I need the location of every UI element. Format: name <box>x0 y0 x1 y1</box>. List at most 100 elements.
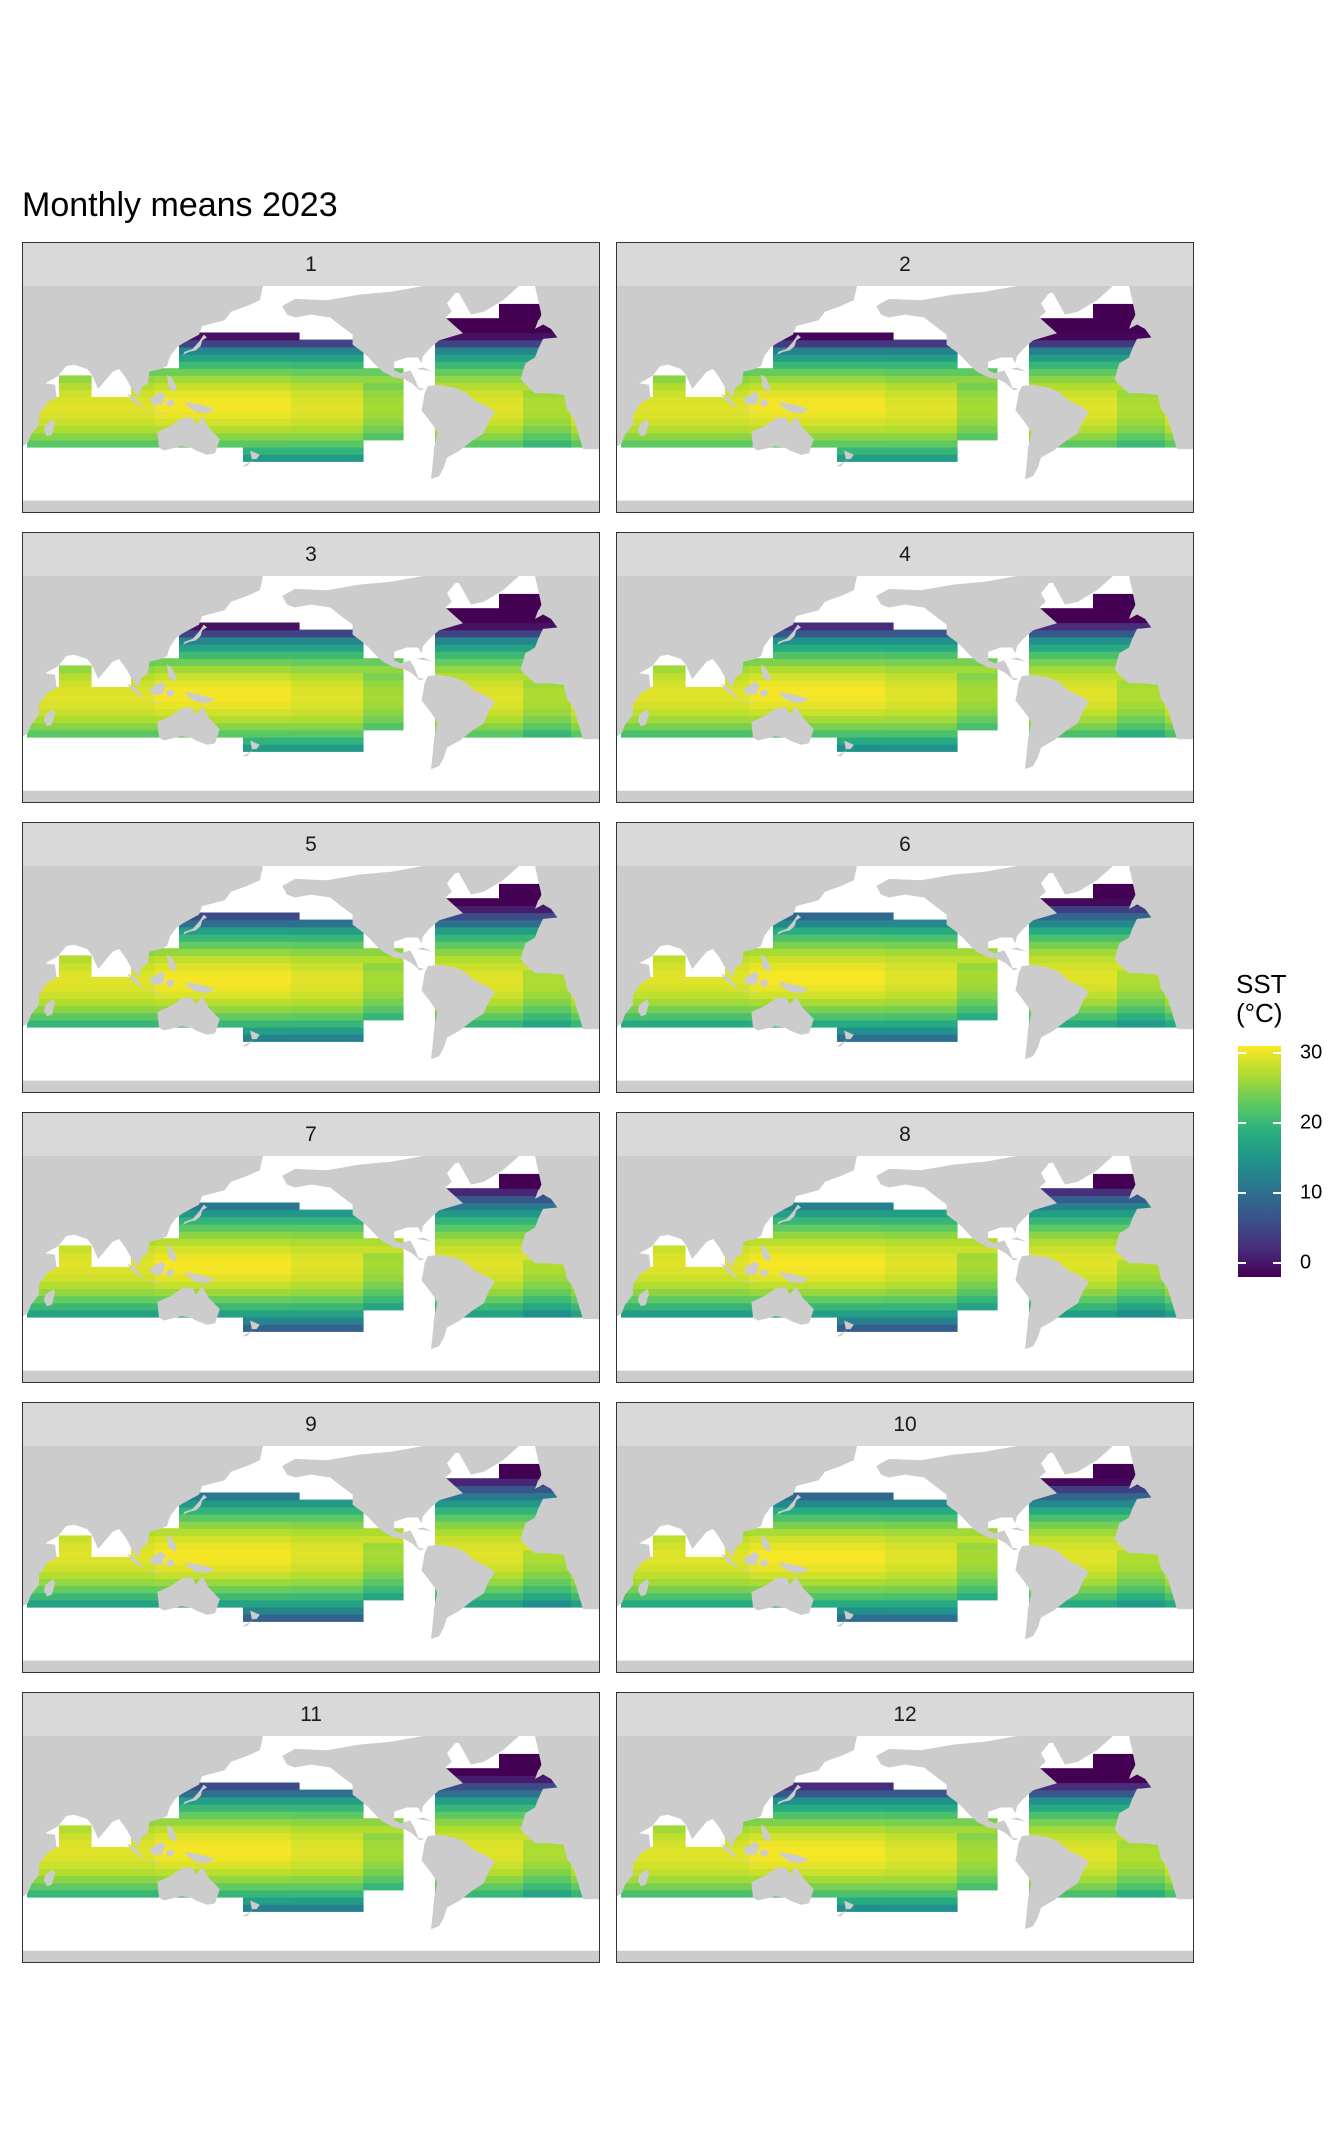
sst-cell <box>909 636 918 645</box>
sst-cell <box>131 984 140 992</box>
sst-cell <box>283 679 292 688</box>
sst-cell <box>131 411 140 419</box>
sst-cell <box>139 715 148 724</box>
sst-cell <box>677 404 686 412</box>
sst-cell <box>693 411 702 419</box>
sst-cell <box>139 1019 148 1028</box>
sst-cell <box>523 432 532 441</box>
land-polygon <box>535 317 543 329</box>
sst-cell <box>35 439 44 448</box>
land-polygon <box>1114 576 1193 740</box>
sst-cell <box>539 912 548 921</box>
sst-cell <box>507 926 516 935</box>
sst-cell <box>885 643 894 652</box>
land-polygon <box>23 576 263 737</box>
sst-cell <box>1069 608 1078 616</box>
sst-cell <box>1109 411 1118 419</box>
sst-cell <box>701 411 710 419</box>
sst-cell <box>813 389 822 398</box>
sst-cell <box>91 701 100 709</box>
sst-cell <box>315 694 324 702</box>
sst-cell <box>355 651 364 659</box>
sst-cell <box>1117 729 1126 738</box>
sst-cell <box>459 665 468 674</box>
sst-cell <box>195 651 204 659</box>
sst-cell <box>387 1005 396 1014</box>
sst-cell <box>195 941 204 949</box>
sst-cell <box>491 636 500 645</box>
sst-cell <box>259 643 268 652</box>
sst-cell <box>957 658 966 666</box>
sst-cell <box>1093 651 1102 659</box>
sst-cell <box>147 1012 156 1021</box>
sst-cell <box>339 375 348 384</box>
sst-cell <box>331 948 340 956</box>
sst-cell <box>299 926 308 935</box>
sst-cell <box>219 411 228 419</box>
sst-cell <box>917 744 926 752</box>
sst-cell <box>845 382 854 391</box>
sst-cell <box>989 411 998 419</box>
sst-cell <box>805 694 814 702</box>
sst-cell <box>83 984 92 992</box>
sst-cell <box>933 686 942 695</box>
sst-cell <box>523 672 532 681</box>
sst-cell <box>1093 694 1102 702</box>
sst-cell <box>765 658 774 666</box>
sst-cell <box>1069 325 1078 334</box>
sst-cell <box>315 686 324 695</box>
sst-cell <box>451 933 460 942</box>
sst-cell <box>1053 368 1062 376</box>
sst-cell <box>717 404 726 412</box>
sst-cell <box>893 425 902 434</box>
sst-cell <box>1093 722 1102 731</box>
sst-cell <box>227 1005 236 1014</box>
sst-cell <box>371 991 380 999</box>
land-polygon <box>157 706 220 745</box>
sst-cell <box>59 418 68 427</box>
sst-cell <box>1141 686 1150 695</box>
land-polygon <box>761 664 771 682</box>
sst-cell <box>901 736 910 745</box>
land-polygon <box>416 657 433 662</box>
sst-cell <box>531 418 540 427</box>
sst-cell <box>315 439 324 448</box>
sst-cell <box>275 948 284 956</box>
sst-cell <box>523 608 532 616</box>
sst-cell <box>933 425 942 434</box>
sst-cell <box>1037 375 1046 384</box>
sst-cell <box>51 1012 60 1021</box>
sst-cell <box>67 976 76 985</box>
sst-cell <box>925 736 934 745</box>
sst-cell <box>323 1019 332 1028</box>
sst-cell <box>195 368 204 376</box>
sst-cell <box>539 389 548 398</box>
sst-cell <box>1157 432 1166 441</box>
sst-cell <box>251 665 260 674</box>
sst-cell <box>813 411 822 419</box>
sst-cell <box>933 346 942 355</box>
sst-cell <box>299 998 308 1007</box>
sst-cell <box>147 418 156 427</box>
sst-cell <box>941 389 950 398</box>
sst-cell <box>363 679 372 688</box>
sst-cell <box>355 346 364 355</box>
sst-cell <box>701 439 710 448</box>
sst-cell <box>829 404 838 412</box>
sst-cell <box>307 933 316 942</box>
sst-cell <box>179 389 188 398</box>
sst-cell <box>291 432 300 441</box>
sst-cell <box>243 744 252 752</box>
sst-cell <box>323 425 332 434</box>
sst-cell <box>893 686 902 695</box>
sst-cell <box>515 425 524 434</box>
sst-cell <box>259 912 268 921</box>
sst-cell <box>1109 418 1118 427</box>
sst-cell <box>467 962 476 971</box>
sst-cell <box>1101 622 1110 631</box>
sst-cell <box>491 361 500 369</box>
sst-cell <box>339 411 348 419</box>
sst-cell <box>339 439 348 448</box>
sst-cell <box>845 404 854 412</box>
sst-cell <box>315 984 324 992</box>
